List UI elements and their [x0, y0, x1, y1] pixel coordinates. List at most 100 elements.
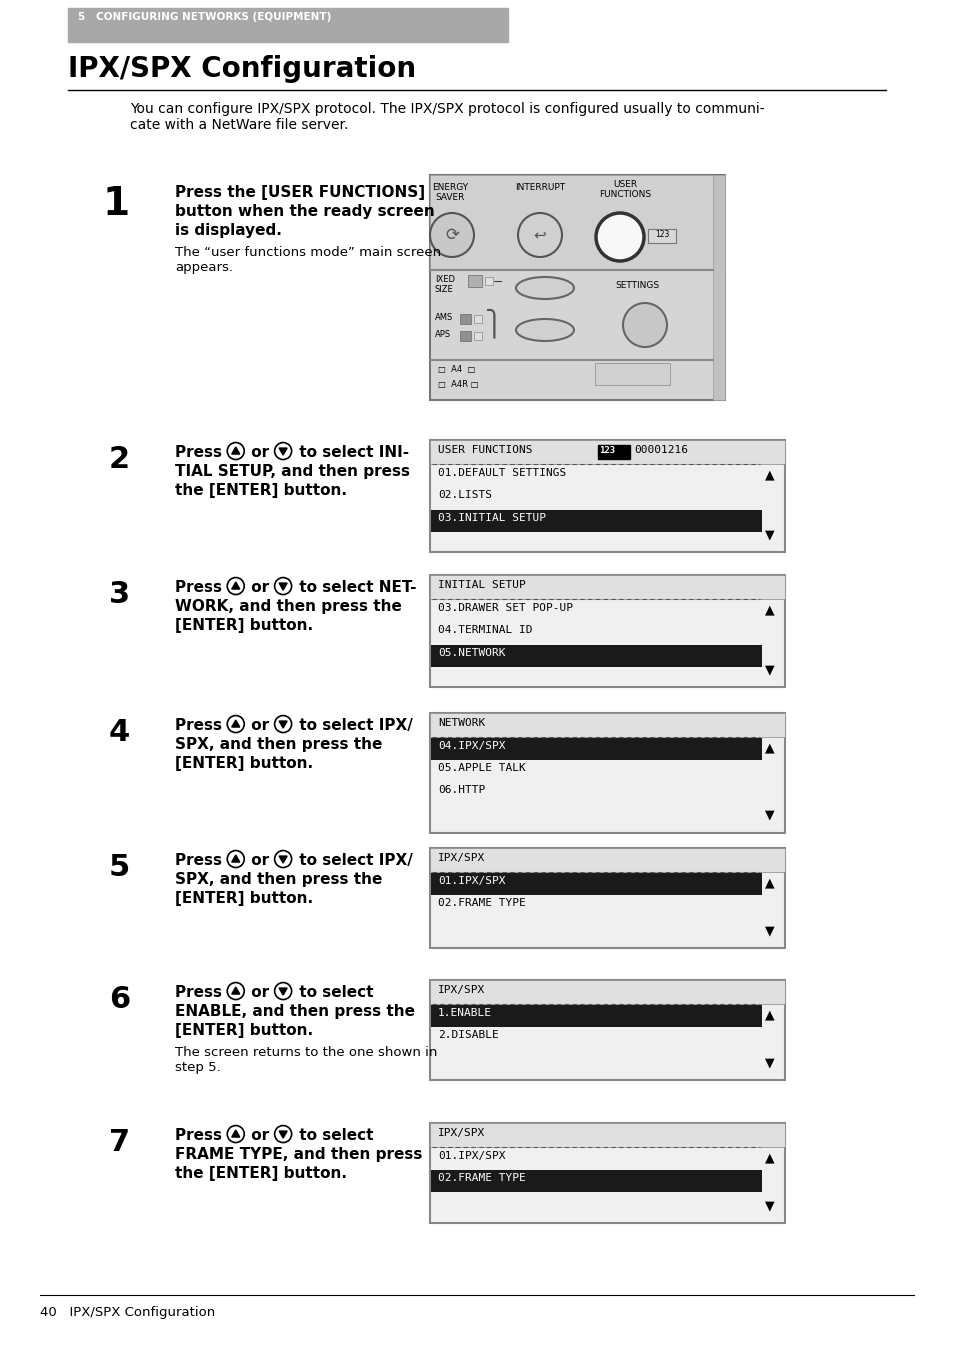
Circle shape [274, 851, 292, 868]
Text: ▼: ▼ [764, 528, 774, 541]
Text: ▲: ▲ [764, 1151, 774, 1165]
Bar [430, 439, 784, 551]
Text: 2: 2 [109, 445, 130, 474]
Text: ▼: ▼ [764, 663, 774, 675]
Text: ▲: ▲ [764, 741, 774, 754]
Text: IPX/SPX: IPX/SPX [437, 853, 485, 863]
Text: ⎫: ⎫ [484, 309, 503, 338]
Text: to select IPX/: to select IPX/ [294, 853, 412, 868]
Bar [459, 332, 471, 341]
Text: 1: 1 [103, 185, 130, 222]
Bar [431, 510, 761, 532]
Circle shape [227, 442, 244, 460]
Text: ▼: ▼ [764, 1198, 774, 1212]
Text: Press the [USER FUNCTIONS]: Press the [USER FUNCTIONS] [174, 185, 425, 200]
Text: SETTINGS: SETTINGS [615, 280, 659, 290]
Bar [431, 1170, 761, 1192]
Polygon shape [279, 584, 287, 590]
Polygon shape [279, 988, 287, 995]
Text: 00001216: 00001216 [634, 445, 687, 456]
Text: ▲: ▲ [764, 1008, 774, 1020]
Bar [595, 363, 669, 386]
Bar [430, 1123, 784, 1147]
Text: 02.FRAME TYPE: 02.FRAME TYPE [437, 1173, 525, 1184]
Bar [68, 8, 507, 42]
Text: Press: Press [174, 445, 227, 460]
Text: The screen returns to the one shown in
step 5.: The screen returns to the one shown in s… [174, 1046, 436, 1074]
Text: or: or [246, 718, 274, 733]
Polygon shape [232, 1130, 239, 1138]
Text: SPX, and then press the: SPX, and then press the [174, 737, 382, 752]
Bar [430, 439, 784, 464]
Text: □  A4  □: □ A4 □ [437, 365, 475, 373]
Circle shape [274, 983, 292, 1000]
Text: —: — [494, 276, 502, 286]
Bar [431, 874, 761, 895]
Bar [430, 576, 784, 687]
Polygon shape [232, 855, 239, 863]
Circle shape [227, 716, 244, 732]
Text: 02.LISTS: 02.LISTS [437, 491, 492, 500]
Text: 6: 6 [109, 985, 130, 1014]
Text: 01.IPX/SPX: 01.IPX/SPX [437, 876, 505, 886]
Text: 06.HTTP: 06.HTTP [437, 785, 485, 795]
Text: [ENTER] button.: [ENTER] button. [174, 617, 313, 634]
Circle shape [227, 577, 244, 594]
Text: is displayed.: is displayed. [174, 222, 281, 239]
Text: FRAME TYPE, and then press: FRAME TYPE, and then press [174, 1147, 422, 1162]
Polygon shape [232, 582, 239, 589]
Text: 01.IPX/SPX: 01.IPX/SPX [437, 1151, 505, 1161]
Text: Press: Press [174, 985, 227, 1000]
Text: ▼: ▼ [764, 1055, 774, 1069]
Text: 04.TERMINAL ID: 04.TERMINAL ID [437, 625, 532, 635]
Text: USER
FUNCTIONS: USER FUNCTIONS [598, 181, 650, 200]
Ellipse shape [516, 276, 574, 299]
Text: 2.DISABLE: 2.DISABLE [437, 1030, 498, 1041]
Bar [431, 644, 761, 667]
Text: IPX/SPX Configuration: IPX/SPX Configuration [68, 55, 416, 84]
Text: or: or [246, 1128, 274, 1143]
Text: IPX/SPX: IPX/SPX [437, 985, 485, 995]
Bar [598, 445, 629, 460]
Bar [430, 980, 784, 1080]
Text: ▼: ▼ [764, 923, 774, 937]
Polygon shape [279, 448, 287, 456]
Bar [647, 229, 676, 243]
Text: Press: Press [174, 718, 227, 733]
Bar [431, 737, 761, 760]
Text: Press: Press [174, 580, 227, 594]
Text: the [ENTER] button.: the [ENTER] button. [174, 483, 347, 497]
Text: 40   IPX/SPX Configuration: 40 IPX/SPX Configuration [40, 1306, 215, 1318]
Text: WORK, and then press the: WORK, and then press the [174, 599, 401, 613]
Text: 5   CONFIGURING NETWORKS (EQUIPMENT): 5 CONFIGURING NETWORKS (EQUIPMENT) [78, 12, 331, 22]
Text: ▲: ▲ [764, 603, 774, 616]
Polygon shape [279, 856, 287, 863]
Text: You can configure IPX/SPX protocol. The IPX/SPX protocol is configured usually t: You can configure IPX/SPX protocol. The … [130, 102, 763, 132]
Bar [430, 713, 784, 737]
Bar [484, 276, 493, 284]
Bar [474, 315, 481, 324]
Text: 123: 123 [598, 446, 615, 456]
Bar [430, 848, 784, 948]
Text: or: or [246, 985, 274, 1000]
Circle shape [274, 716, 292, 732]
Circle shape [517, 213, 561, 257]
Circle shape [622, 303, 666, 346]
Text: to select: to select [294, 985, 373, 1000]
Bar [430, 713, 784, 833]
Text: 03.INITIAL SETUP: 03.INITIAL SETUP [437, 514, 545, 523]
Text: to select IPX/: to select IPX/ [294, 718, 412, 733]
Text: INTERRUPT: INTERRUPT [515, 183, 564, 191]
Text: 7: 7 [109, 1128, 130, 1157]
Text: the [ENTER] button.: the [ENTER] button. [174, 1166, 347, 1181]
Circle shape [227, 983, 244, 1000]
Text: 5: 5 [109, 853, 130, 882]
Text: to select INI-: to select INI- [294, 445, 408, 460]
Text: APS: APS [435, 330, 451, 338]
Text: SPX, and then press the: SPX, and then press the [174, 872, 382, 887]
Text: 05.NETWORK: 05.NETWORK [437, 648, 505, 658]
Bar [474, 332, 481, 340]
Text: 01.DEFAULT SETTINGS: 01.DEFAULT SETTINGS [437, 468, 566, 479]
Text: IXED
SIZE: IXED SIZE [435, 275, 455, 294]
Text: 123: 123 [654, 231, 668, 239]
